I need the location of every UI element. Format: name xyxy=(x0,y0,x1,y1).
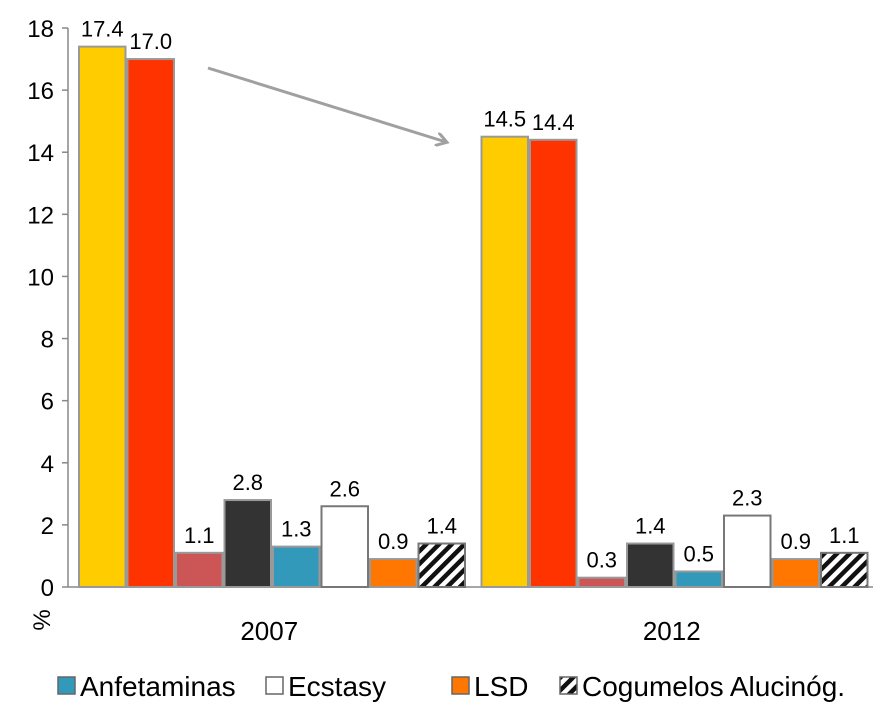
bar xyxy=(771,558,820,588)
data-label: 1.3 xyxy=(281,517,312,542)
legend-label: LSD xyxy=(474,671,528,702)
y-tick-label: 10 xyxy=(27,264,54,291)
legend-label: Anfetaminas xyxy=(80,671,236,702)
legend-swatch xyxy=(265,676,284,695)
legend-swatch xyxy=(559,676,578,695)
bar xyxy=(175,551,224,588)
data-label: 17.0 xyxy=(129,29,172,54)
bar xyxy=(577,576,626,589)
annotation-group xyxy=(207,66,446,142)
data-labels-group: 17.4 17.0 1.1 2.8 1.3 2.6 0.9 1.4 14.5 14.4 0.3 1.4… xyxy=(81,17,860,573)
data-label: 0.5 xyxy=(683,541,714,566)
y-tick-label: 14 xyxy=(27,140,54,167)
y-axis-unit: % xyxy=(29,609,56,630)
bar xyxy=(320,505,369,588)
y-tick-label: 8 xyxy=(41,327,54,354)
legend-swatch xyxy=(57,676,76,695)
bar xyxy=(480,135,529,588)
bar xyxy=(529,138,578,589)
x-category-label: 2007 xyxy=(240,616,298,646)
bar xyxy=(674,570,723,589)
legend: Anfetaminas Ecstasy LSD Cogumelos Alucinóg. xyxy=(57,671,845,702)
legend-swatch xyxy=(451,676,470,695)
legend-label: Cogumelos Alucinóg. xyxy=(582,671,845,702)
y-tick-label: 6 xyxy=(41,389,54,416)
bars-group xyxy=(78,45,869,589)
data-label: 1.4 xyxy=(426,514,457,539)
bar xyxy=(369,558,418,588)
data-label: 17.4 xyxy=(81,17,124,42)
y-tick-label: 4 xyxy=(41,451,54,478)
bar xyxy=(78,45,127,588)
y-tick-label: 0 xyxy=(41,575,54,602)
data-label: 1.1 xyxy=(184,523,215,548)
data-label: 0.9 xyxy=(780,529,811,554)
legend-label: Ecstasy xyxy=(288,671,386,702)
bar xyxy=(126,58,175,589)
data-label: 2.6 xyxy=(329,476,360,501)
axes: 0 2 4 6 8 10 12 14 16 18% 2007 2012 xyxy=(27,16,873,646)
data-label: 14.4 xyxy=(532,110,575,135)
bar xyxy=(223,499,272,588)
data-label: 0.3 xyxy=(586,548,617,573)
data-label: 2.3 xyxy=(732,486,763,511)
y-tick-label: 18 xyxy=(27,16,54,43)
bar xyxy=(723,514,772,588)
x-category-label: 2012 xyxy=(643,616,701,646)
bar xyxy=(417,542,466,588)
y-tick-label: 16 xyxy=(27,78,54,105)
trend-arrow xyxy=(207,66,446,142)
y-tick-label: 2 xyxy=(41,513,54,540)
data-label: 2.8 xyxy=(232,470,263,495)
bar xyxy=(626,542,675,588)
data-label: 14.5 xyxy=(483,107,526,132)
y-tick-label: 12 xyxy=(27,202,54,229)
data-label: 0.9 xyxy=(378,529,409,554)
data-label: 1.1 xyxy=(829,523,860,548)
bar xyxy=(272,545,321,589)
data-label: 1.4 xyxy=(635,514,666,539)
bar xyxy=(820,551,869,588)
